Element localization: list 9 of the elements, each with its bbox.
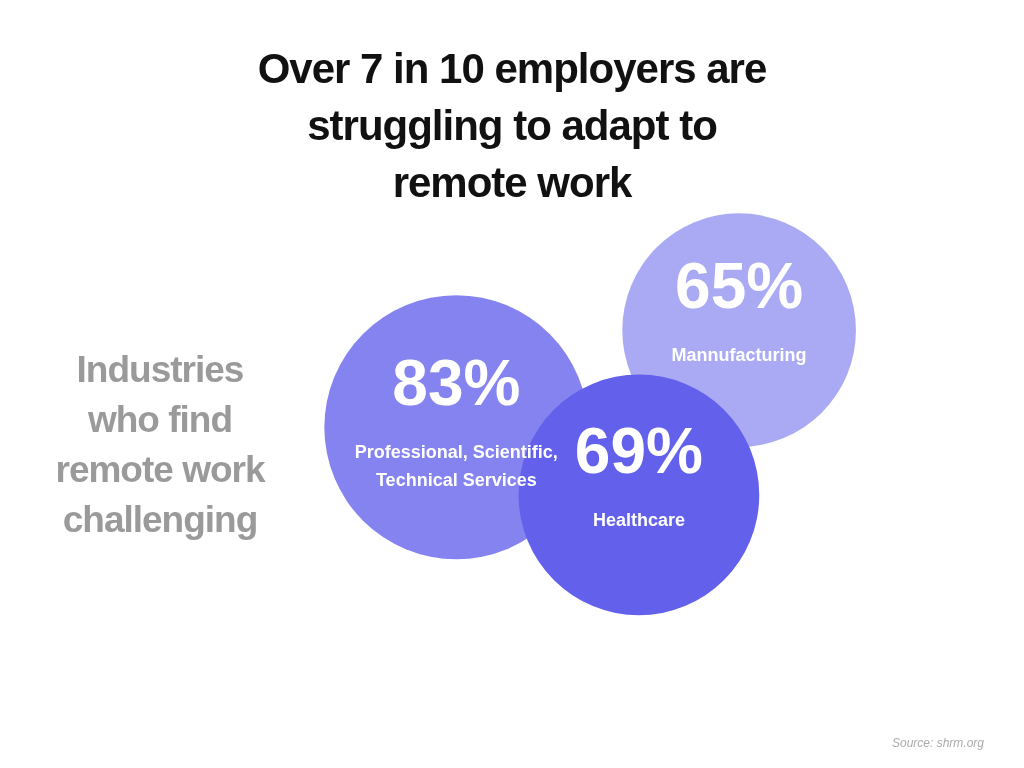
data-label: 69% bbox=[574, 414, 703, 487]
data-label: 83% bbox=[392, 346, 521, 419]
category-label: Mannufacturing bbox=[671, 345, 807, 366]
text: Over 7 in 10 employers are struggling to adapt to remote work bbox=[256, 44, 768, 208]
text: Industries who find remote work challenging bbox=[54, 348, 267, 542]
category-label: Healthcare bbox=[592, 509, 685, 530]
data-label: 65% bbox=[675, 249, 804, 322]
category-label: Professional, Scientific, Technical Services bbox=[354, 442, 558, 491]
source-note: Source: shrm.org bbox=[891, 736, 984, 750]
